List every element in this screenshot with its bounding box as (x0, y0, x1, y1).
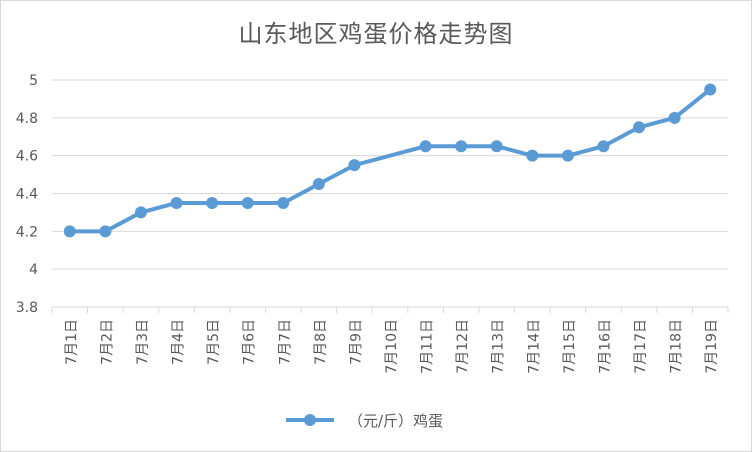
data-point (455, 140, 468, 153)
x-tick-label: 7月1日 (64, 319, 80, 365)
x-tick-label: 7月4日 (171, 319, 187, 365)
x-tick-label: 7月6日 (242, 319, 258, 365)
y-tick-label: 4.4 (16, 187, 38, 203)
y-tick-label: 4 (29, 262, 38, 278)
y-tick-label: 4.8 (16, 111, 38, 127)
x-axis-ticks: 7月1日 7月2日 7月3日 7月4日 7月5日 7月6日 7月7日 7月8日 7月9日 7月10… (51, 307, 729, 374)
x-tick-label: 7月12日 (455, 319, 471, 374)
y-tick-label: 4.2 (16, 224, 38, 240)
x-tick-label: 7月8日 (313, 319, 329, 365)
y-axis-ticks: 3.8 4 4.2 4.4 4.6 4.8 5 (16, 73, 38, 316)
x-tick-label: 7月18日 (669, 319, 685, 374)
series-line (67, 87, 713, 234)
x-tick-label: 7月14日 (526, 319, 542, 374)
x-tick-label: 7月2日 (99, 319, 115, 365)
y-tick-label: 4.6 (16, 149, 38, 165)
x-tick-label: 7月13日 (491, 319, 507, 374)
series-layer (63, 83, 717, 238)
x-tick-label: 7月7日 (277, 319, 293, 365)
x-tick-label: 7月19日 (704, 319, 720, 374)
data-point (241, 196, 254, 209)
data-point (526, 149, 539, 162)
x-tick-label: 7月10日 (384, 319, 400, 374)
data-point (134, 206, 147, 219)
x-tick-label: 7月11日 (420, 319, 436, 374)
x-tick-label: 7月15日 (562, 319, 578, 374)
x-tick-label: 7月9日 (348, 319, 364, 365)
x-tick-label: 7月5日 (206, 319, 222, 365)
data-point (704, 83, 717, 96)
y-tick-label: 3.8 (16, 300, 38, 316)
x-tick-label: 7月16日 (597, 319, 613, 374)
data-point (419, 140, 432, 153)
x-tick-label: 7月17日 (633, 319, 649, 374)
data-point (312, 178, 325, 191)
data-point (206, 196, 219, 209)
chart-title: 山东地区鸡蛋价格走势图 (238, 20, 514, 48)
data-point (668, 111, 681, 124)
data-point (561, 149, 574, 162)
legend-label: （元/斤）鸡蛋 (348, 412, 444, 430)
data-point (170, 196, 183, 209)
y-tick-label: 5 (29, 73, 38, 89)
data-point (348, 159, 361, 172)
data-point (597, 140, 610, 153)
data-point (63, 225, 76, 238)
gridlines (52, 79, 728, 308)
data-point (490, 140, 503, 153)
data-point (99, 225, 112, 238)
legend-marker-icon (304, 414, 316, 426)
data-point (277, 196, 290, 209)
x-tick-label: 7月3日 (135, 319, 151, 365)
legend: （元/斤）鸡蛋 (0, 408, 752, 432)
data-point (633, 121, 646, 134)
